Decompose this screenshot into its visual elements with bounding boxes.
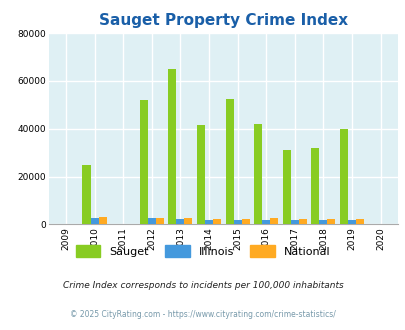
Bar — [205, 220, 213, 224]
Bar — [347, 220, 355, 224]
Bar — [82, 165, 90, 224]
Bar — [196, 125, 205, 224]
Bar — [168, 69, 176, 224]
Bar — [98, 217, 106, 224]
Text: Crime Index corresponds to incidents per 100,000 inhabitants: Crime Index corresponds to incidents per… — [62, 281, 343, 290]
Bar — [233, 220, 241, 224]
Bar — [176, 219, 184, 224]
Bar — [225, 99, 233, 224]
Bar — [213, 219, 220, 224]
Bar — [282, 150, 290, 224]
Bar — [139, 100, 147, 224]
Bar — [339, 129, 347, 224]
Bar — [262, 220, 270, 224]
Text: © 2025 CityRating.com - https://www.cityrating.com/crime-statistics/: © 2025 CityRating.com - https://www.city… — [70, 310, 335, 319]
Legend: Sauget, Illinois, National: Sauget, Illinois, National — [72, 242, 333, 260]
Bar — [90, 218, 98, 224]
Bar — [319, 220, 327, 224]
Bar — [254, 124, 262, 224]
Bar — [327, 219, 335, 224]
Title: Sauget Property Crime Index: Sauget Property Crime Index — [98, 13, 347, 28]
Bar — [156, 218, 163, 224]
Bar — [298, 219, 306, 224]
Bar — [311, 148, 319, 224]
Bar — [241, 219, 249, 224]
Bar — [270, 218, 277, 224]
Bar — [290, 220, 298, 224]
Bar — [184, 218, 192, 224]
Bar — [147, 218, 156, 224]
Bar — [355, 219, 363, 224]
